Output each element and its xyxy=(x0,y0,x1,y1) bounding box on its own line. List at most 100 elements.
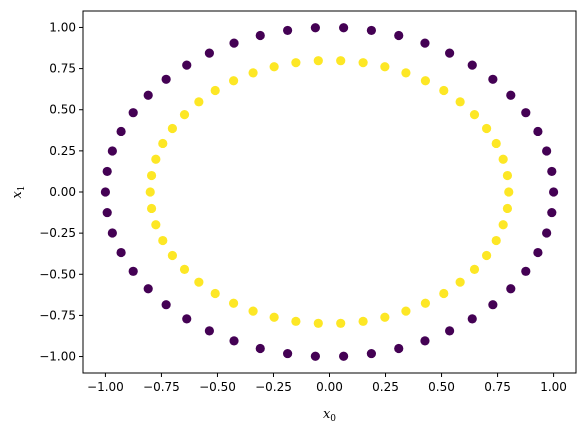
class-1-point xyxy=(420,298,431,308)
class-0-point xyxy=(116,247,126,258)
class-1-point xyxy=(158,138,168,149)
class-0-point xyxy=(310,351,320,361)
y-tick-label: −1.00 xyxy=(39,350,76,364)
y-tick-label: 1.00 xyxy=(49,20,76,34)
class-1-point xyxy=(469,264,480,274)
class-0-point xyxy=(283,348,293,359)
class-0-point xyxy=(420,38,430,48)
class-1-point xyxy=(151,154,161,164)
class-1-point xyxy=(248,306,258,316)
class-1-point xyxy=(167,250,178,261)
class-0-point xyxy=(547,207,557,218)
class-1-point xyxy=(439,288,449,299)
class-1-point xyxy=(179,110,190,120)
class-0-point xyxy=(533,126,543,137)
class-1-point xyxy=(502,170,513,181)
class-1-point xyxy=(145,187,155,197)
y-axis-label: x1 xyxy=(10,185,27,198)
class-0-point xyxy=(182,60,192,70)
class-0-point xyxy=(255,343,265,354)
class-0-point xyxy=(229,38,239,48)
class-0-point xyxy=(310,23,320,33)
y-tick-label: −0.25 xyxy=(39,226,76,240)
class-0-point xyxy=(506,284,516,294)
y-tick-label: −0.50 xyxy=(39,267,76,281)
class-1-point xyxy=(210,288,220,299)
class-0-point xyxy=(548,187,559,197)
class-1-point xyxy=(248,68,258,78)
class-0-point xyxy=(107,146,117,156)
class-1-point xyxy=(336,56,346,66)
class-1-point xyxy=(167,123,178,134)
class-0-point xyxy=(467,314,477,324)
class-1-point xyxy=(498,154,508,164)
y-axis-ticks: −1.00 −0.75 −0.50 −0.25 0.00 0.25 0.50 0.75 1.00 xyxy=(39,20,83,364)
class-1-point xyxy=(439,85,449,96)
class-0-point xyxy=(116,126,126,137)
y-tick-label: 0.75 xyxy=(49,62,76,76)
class-1-point xyxy=(380,312,390,322)
class-1-point xyxy=(358,316,368,326)
y-tick-label: −0.75 xyxy=(39,308,76,322)
class-0-point xyxy=(100,187,111,197)
plot-area xyxy=(83,11,576,373)
class-0-point xyxy=(366,25,376,36)
class-1-point xyxy=(491,138,501,149)
class-1-point xyxy=(401,68,411,78)
class-0-point xyxy=(229,336,239,346)
points-layer xyxy=(100,23,559,361)
x-tick-label: 1.00 xyxy=(540,380,567,394)
x-tick-label: −0.75 xyxy=(143,380,180,394)
class-0-point xyxy=(204,48,214,58)
x-axis-ticks: −1.00 −0.75 −0.50 −0.25 0.00 0.25 0.50 0.75 1.00 xyxy=(87,373,567,394)
class-1-point xyxy=(151,220,161,230)
x-tick-label: −0.25 xyxy=(255,380,292,394)
class-0-point xyxy=(445,48,455,58)
class-1-point xyxy=(455,97,465,107)
class-1-point xyxy=(481,123,492,134)
class-1-point xyxy=(504,187,514,197)
class-0-point xyxy=(161,74,171,84)
class-0-point xyxy=(255,30,265,41)
class-0-point xyxy=(542,228,552,238)
class-1-point xyxy=(194,277,204,287)
x-tick-label: −0.50 xyxy=(199,380,236,394)
class-1-point xyxy=(210,85,220,96)
class-0-point xyxy=(161,300,171,310)
class-1-point xyxy=(158,235,168,246)
y-tick-label: 0.50 xyxy=(49,103,76,117)
class-0-point xyxy=(521,266,531,276)
class-1-point xyxy=(179,264,190,274)
class-1-point xyxy=(455,277,465,287)
class-1-point xyxy=(481,250,492,261)
class-0-point xyxy=(143,284,153,294)
class-1-point xyxy=(313,56,323,66)
x-tick-label: 0.25 xyxy=(372,380,399,394)
class-0-point xyxy=(339,351,349,361)
class-1-point xyxy=(228,76,239,86)
class-0-point xyxy=(204,326,214,336)
class-0-point xyxy=(445,326,455,336)
class-1-point xyxy=(491,235,501,246)
x-tick-label: −1.00 xyxy=(87,380,124,394)
class-0-point xyxy=(521,108,531,118)
class-0-point xyxy=(394,30,404,41)
class-1-point xyxy=(380,62,390,72)
class-0-point xyxy=(533,247,543,258)
class-0-point xyxy=(143,90,153,100)
class-1-point xyxy=(194,97,204,107)
class-0-point xyxy=(339,23,349,33)
class-1-point xyxy=(291,316,301,326)
class-0-point xyxy=(420,336,430,346)
class-1-point xyxy=(228,298,239,308)
class-0-point xyxy=(102,207,112,218)
class-1-point xyxy=(313,318,323,328)
class-1-point xyxy=(401,306,411,316)
class-1-point xyxy=(146,170,157,181)
x-tick-label: 0.50 xyxy=(428,380,455,394)
class-0-point xyxy=(128,266,138,276)
class-0-point xyxy=(467,60,477,70)
y-tick-label: 0.25 xyxy=(49,144,76,158)
class-0-point xyxy=(488,74,498,84)
